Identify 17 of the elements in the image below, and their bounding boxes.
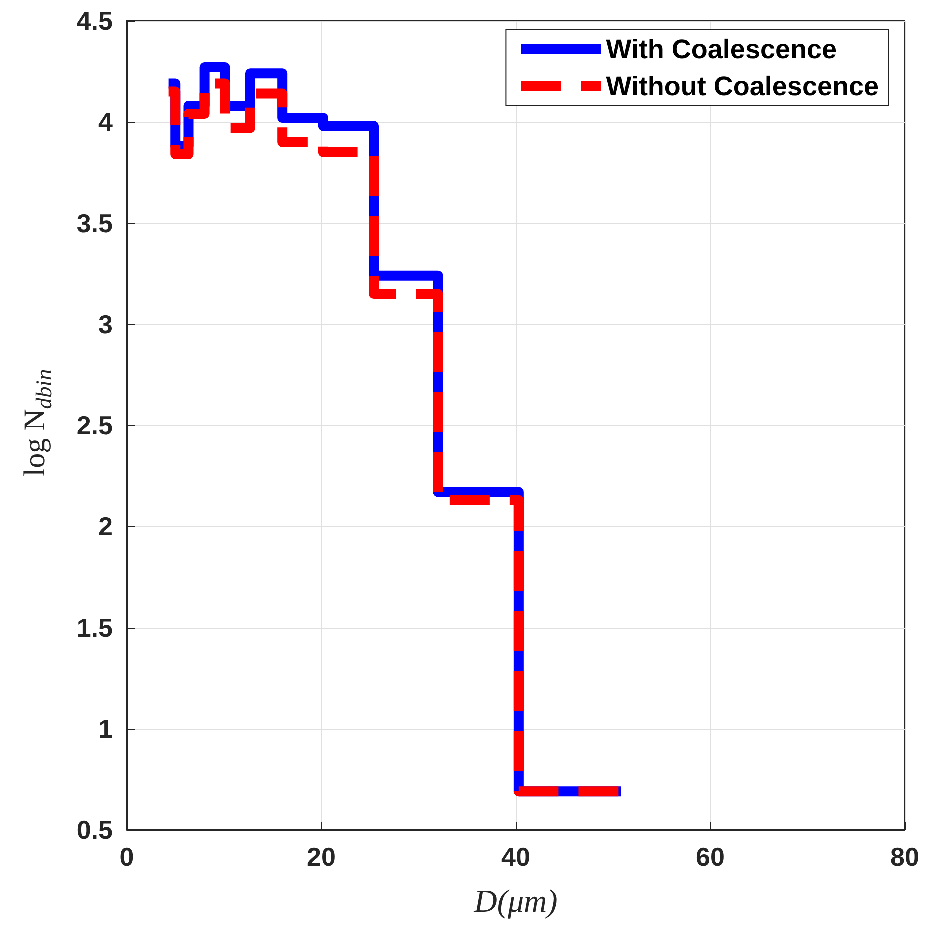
y-tick-label: 1 (98, 714, 113, 744)
x-tick-label: 60 (696, 842, 725, 872)
y-tick-label: 2.5 (76, 410, 113, 440)
x-tick-label: 20 (307, 842, 336, 872)
x-tick-label: 0 (120, 842, 134, 872)
x-axis-title: D(μm) (473, 883, 558, 919)
y-tick-label: 0.5 (76, 815, 113, 845)
y-tick-label: 2 (98, 512, 113, 542)
y-tick-label: 4.5 (76, 6, 113, 36)
y-tick-label: 3 (98, 309, 113, 340)
y-tick-label: 4 (98, 107, 114, 138)
y-tick-label: 1.5 (76, 612, 113, 643)
legend-label: Without Coalescence (606, 72, 880, 102)
x-tick-label: 40 (502, 842, 530, 872)
legend-label: With Coalescence (606, 34, 838, 64)
x-tick-label: 80 (890, 842, 920, 872)
y-tick-label: 3.5 (76, 208, 113, 238)
